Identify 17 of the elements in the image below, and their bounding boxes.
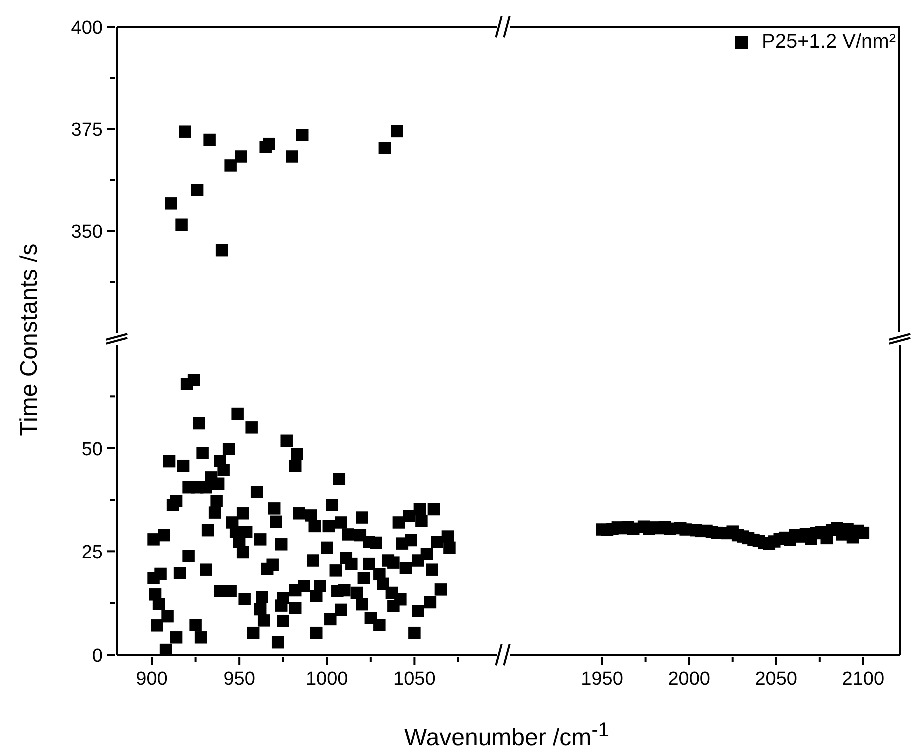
x-tick-label: 1050	[394, 669, 436, 690]
x-tick-label: 2100	[842, 669, 885, 690]
x-tick-label: 2050	[755, 669, 798, 690]
y-tick-label: 350	[71, 222, 103, 243]
y-tick-label: 0	[92, 646, 103, 667]
y-tick-label: 50	[82, 439, 103, 460]
y-tick-label: 375	[71, 120, 103, 141]
y-axis-title: Time Constants /s	[16, 244, 44, 436]
x-tick-label: 2000	[668, 669, 710, 690]
legend-label: P25+1.2 V/nm²	[762, 31, 896, 54]
y-tick-label: 400	[71, 18, 103, 39]
x-tick-label: 1000	[306, 669, 348, 690]
x-tick-label: 1950	[581, 669, 624, 690]
x-tick-label: 900	[136, 669, 168, 690]
x-tick-label: 950	[224, 669, 256, 690]
y-tick-label: 25	[82, 542, 103, 564]
x-axis-title: Wavenumber /cm$^{-1}$	[404, 720, 610, 752]
